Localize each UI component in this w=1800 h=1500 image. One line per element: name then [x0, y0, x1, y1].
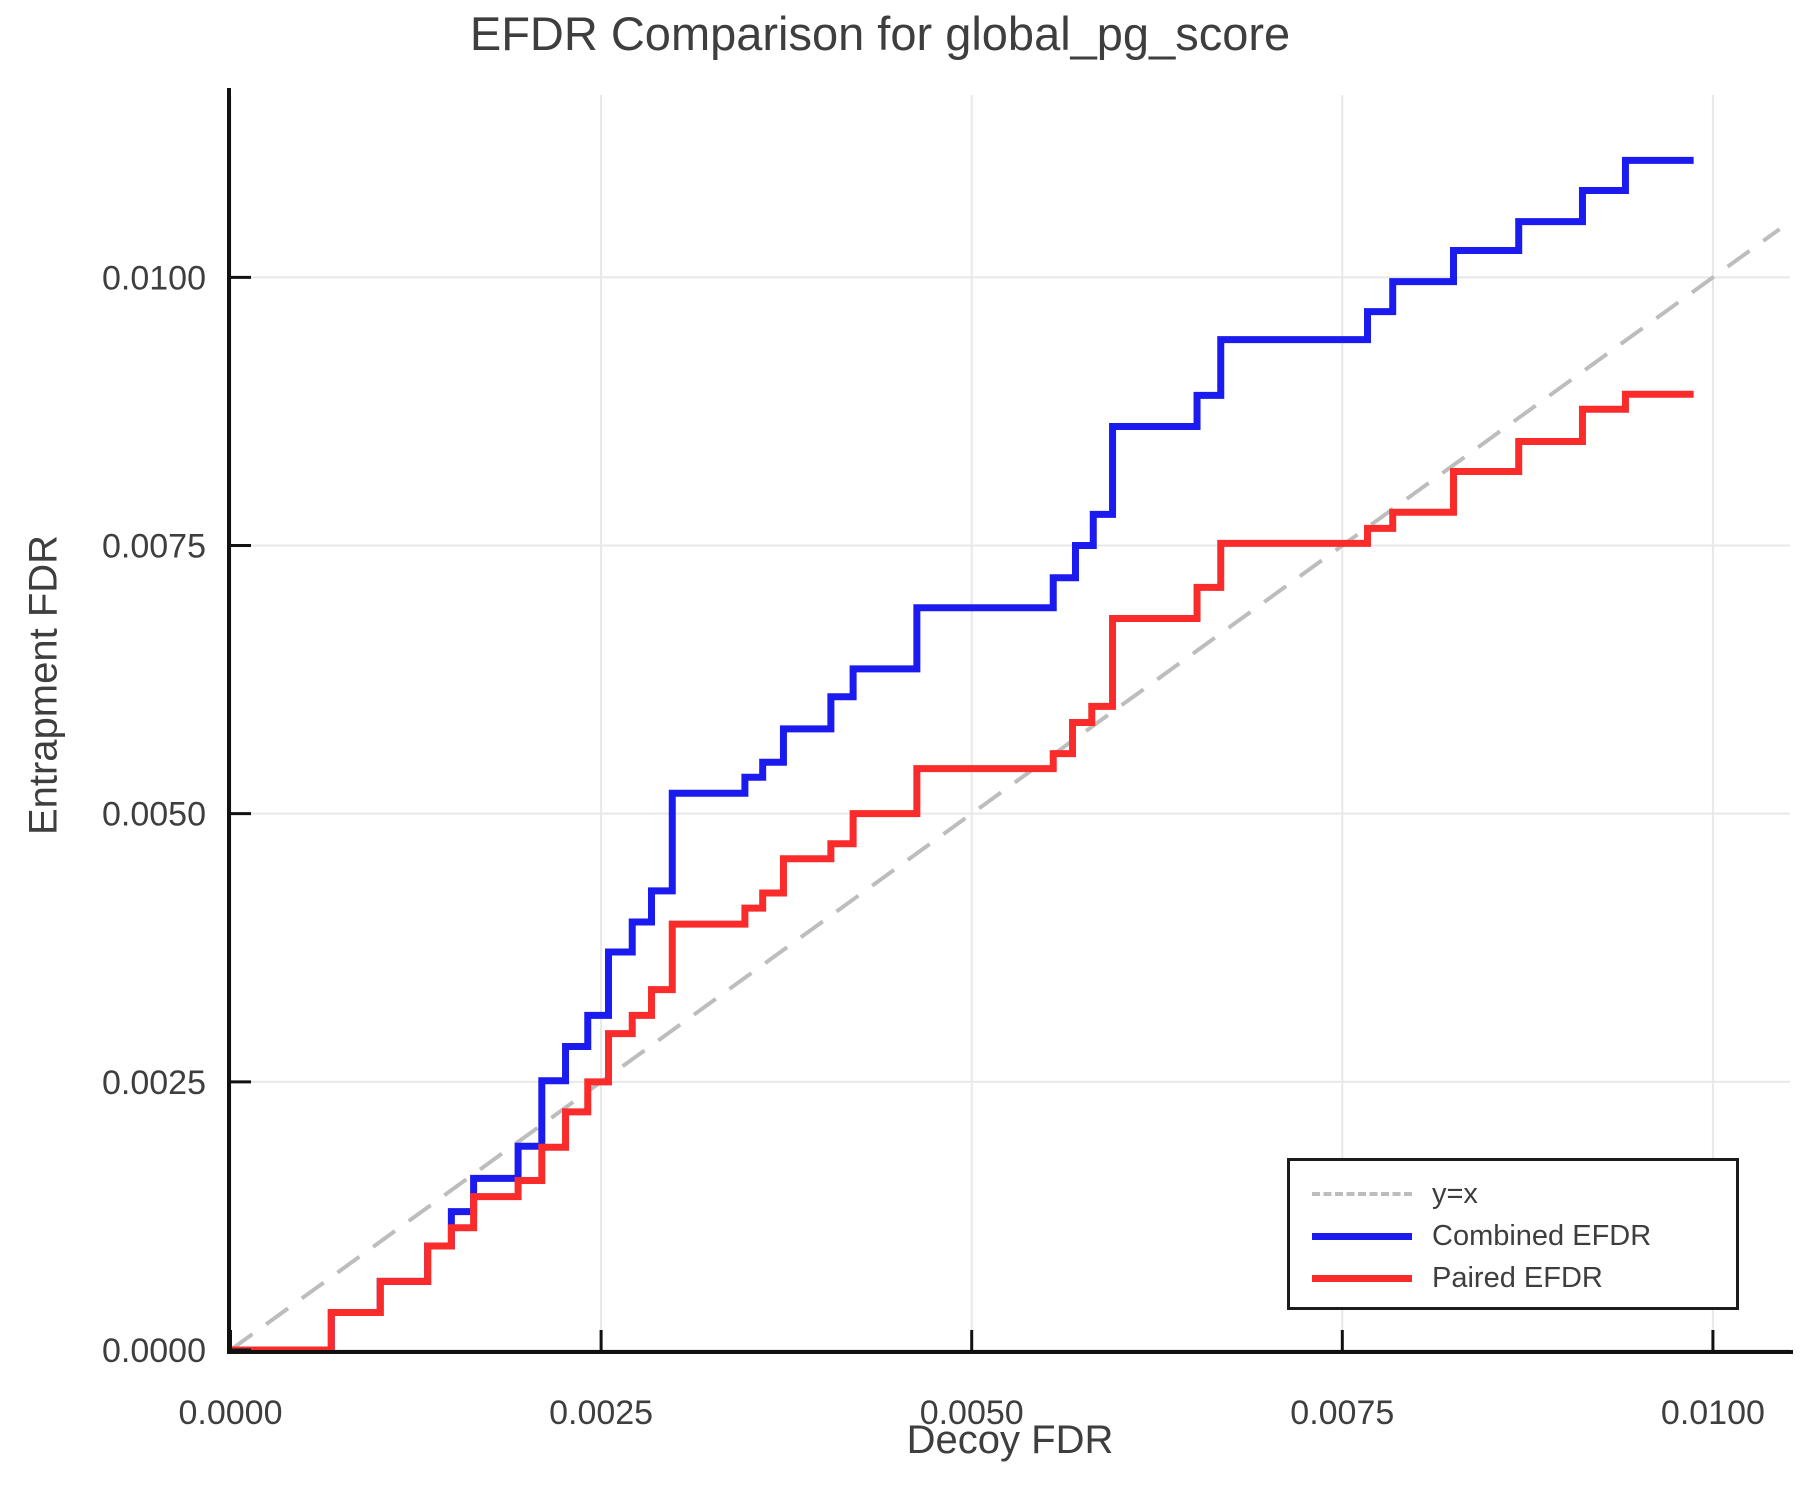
- x-tick-label: 0.0050: [920, 1394, 1024, 1432]
- series-combined-efdr: [230, 156, 1694, 1354]
- y-tick-label: 0.0050: [102, 796, 206, 834]
- y-tick-label: 0.0025: [102, 1064, 206, 1102]
- chart-title: EFDR Comparison for global_pg_score: [469, 7, 1291, 60]
- y-tick-label: 0.0075: [102, 528, 206, 566]
- x-tick-label: 0.0100: [1661, 1394, 1765, 1432]
- legend-item: Paired EFDR: [1312, 1257, 1736, 1299]
- legend-item: y=x: [1312, 1173, 1736, 1215]
- series-paired-efdr: [230, 390, 1694, 1354]
- x-tick-label: 0.0075: [1290, 1394, 1394, 1432]
- x-axis-label: Decoy FDR: [906, 1418, 1114, 1462]
- series-y-x: [229, 227, 1781, 1352]
- axis-ticks: 0.0000 0.0025 0.0050 0.0075 0.0100 0.0000 0.00…: [102, 259, 1765, 1432]
- x-tick-label: 0.0025: [549, 1394, 653, 1432]
- legend-item-label: y=x: [1432, 1177, 1478, 1210]
- y-tick-label: 0.0000: [102, 1332, 206, 1370]
- legend-line-sample: [1312, 1274, 1412, 1282]
- legend-item: Combined EFDR: [1312, 1215, 1736, 1257]
- legend: y=x Combined EFDR Paired EFDR: [1287, 1158, 1739, 1310]
- legend-line-sample: [1312, 1192, 1412, 1196]
- legend-item-label: Paired EFDR: [1432, 1261, 1603, 1294]
- legend-line-sample: [1312, 1232, 1412, 1240]
- y-tick-label: 0.0100: [102, 259, 206, 297]
- x-tick-label: 0.0000: [179, 1394, 283, 1432]
- legend-item-label: Combined EFDR: [1432, 1219, 1652, 1252]
